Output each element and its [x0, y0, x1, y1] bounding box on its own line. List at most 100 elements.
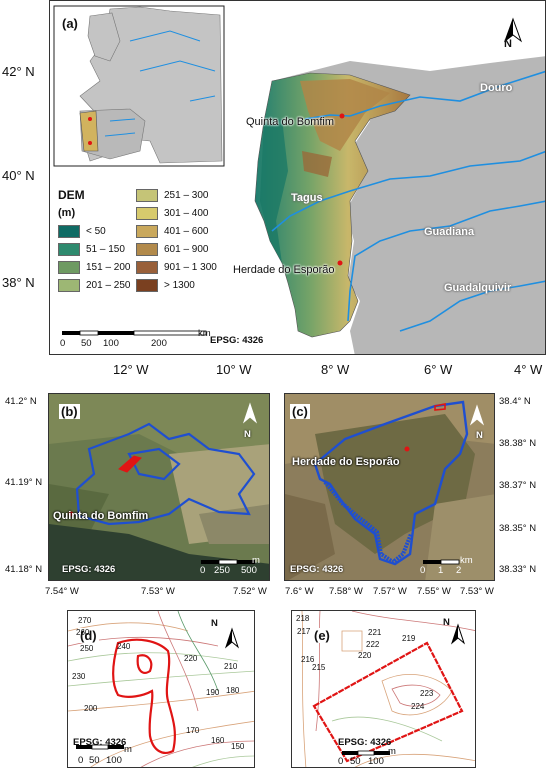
panel-d-epsg: EPSG: 4326 [73, 737, 127, 748]
europe-inset-britain [87, 12, 121, 62]
panel-e-contour-label: 219 [402, 634, 416, 643]
panel-a-lon-tick: 12° W [113, 362, 149, 377]
douro-river [349, 70, 545, 117]
dem-legend-item: < 50 [58, 225, 106, 238]
panel-e-map-svg [301, 611, 475, 767]
panel-d-contour-label: 150 [231, 742, 245, 751]
panel-c-scalebar [423, 559, 460, 565]
spain-land [272, 56, 545, 354]
panel-b-boundary [75, 422, 256, 526]
panel-c-lon-tick: 7.53° W [460, 586, 494, 597]
panel-b-epsg: EPSG: 4326 [62, 564, 116, 575]
panel-c-lat-tick: 38.33° N [499, 564, 537, 575]
panel-c-lon-tick: 7.57° W [373, 586, 407, 597]
dem-legend-item: 301 – 400 [136, 207, 209, 220]
panel-b-site-marker [68, 511, 74, 517]
europe-inset-portugal [79, 110, 99, 152]
esporao-label: Herdade do Esporão [233, 264, 335, 276]
panel-a-lon-tick: 6° W [424, 362, 453, 377]
europe-inset-rivers [104, 30, 216, 137]
panel-a-scale-50: 50 [81, 338, 92, 349]
dem-legend: DEM (m) < 50 51 – 150 151 – 200 201 – 25… [52, 180, 247, 300]
panel-d-map-svg [68, 611, 254, 767]
panel-a-scale-0: 0 [60, 338, 66, 349]
panel-e-letter: (e) [312, 628, 332, 643]
bomfim-marker [339, 113, 345, 119]
panel-a-north-arrow [503, 17, 523, 43]
dem-legend-item: 151 – 200 [58, 261, 131, 274]
panel-b-north: N [244, 429, 251, 440]
panel-e-contour-label: 218 [296, 614, 310, 623]
panel-c-lon-tick: 7.6° W [285, 586, 314, 597]
guadiana-river [347, 200, 545, 322]
panel-e-contour-label: 216 [301, 655, 315, 664]
panel-c-place-label: Herdade do Esporão [292, 456, 400, 468]
panel-c-lat-tick: 38.38° N [499, 438, 537, 449]
panel-a-scale-100: 100 [103, 338, 119, 349]
panel-a-map-svg [53, 5, 545, 354]
panel-d-contour-label: 190 [206, 688, 220, 697]
panel-e-contour-label: 224 [411, 702, 425, 711]
panel-e-contour-label: 222 [366, 640, 380, 649]
panel-d-letter: (d) [78, 628, 99, 643]
dem-legend-unit: (m) [58, 207, 76, 219]
panel-b-scale-500: 500 [241, 565, 257, 576]
panel-b-lon-tick: 7.53° W [141, 586, 175, 597]
esporao-marker [337, 260, 343, 266]
panel-c-reservoir [323, 480, 413, 565]
portugal-lowland-coast [260, 119, 288, 263]
dem-legend-item: 901 – 1 300 [136, 261, 217, 274]
panel-a-lon-tick: 8° W [321, 362, 350, 377]
panel-d-scale-50: 50 [89, 755, 100, 766]
panel-b-scale-unit: m [252, 555, 260, 566]
guadalquivir-label: Guadalquivir [444, 282, 512, 294]
panel-b-scalebar [201, 559, 255, 565]
dem-legend-item: 51 – 150 [58, 243, 125, 256]
panel-d-north: N [211, 618, 218, 629]
bomfim-label: Quinta do Bomfim [246, 116, 335, 128]
panel-e-north-arrow [450, 623, 466, 645]
panel-c-scale-0: 0 [420, 565, 426, 576]
panel-d-scale-0: 0 [78, 755, 84, 766]
panel-a-epsg: EPSG: 4326 [210, 335, 264, 346]
panel-b-letter: (b) [59, 404, 80, 419]
panel-a-letter: (a) [60, 16, 80, 31]
panel-c-letter: (c) [290, 404, 310, 419]
panel-a-scalebar [62, 330, 207, 336]
panel-a-overview-map [49, 0, 546, 355]
panel-a-lon-tick: 4° W [514, 362, 543, 377]
panel-b-douro-water [49, 524, 269, 580]
guadiana-label: Guadiana [424, 226, 475, 238]
panel-e-north: N [443, 617, 450, 628]
panel-b-lat-tick: 41.18° N [5, 564, 43, 575]
panel-c-scale-unit: km [460, 555, 473, 566]
panel-a-lat-tick: 40° N [2, 168, 35, 183]
tagus-label: Tagus [291, 192, 323, 204]
panel-b-north-arrow [242, 402, 258, 424]
europe-inset-site-1 [88, 117, 92, 121]
panel-e-contour-label: 215 [312, 663, 326, 672]
tagus-river [271, 150, 545, 232]
dem-legend-item: 601 – 900 [136, 243, 209, 256]
panel-d-scale-unit: m [124, 744, 132, 755]
panel-d-contour-label: 210 [224, 662, 238, 671]
panel-e-scalebar [342, 750, 390, 756]
panel-d-contour-label: 250 [80, 644, 94, 653]
panel-c-map-svg [285, 394, 494, 580]
panel-c-site-marker [404, 446, 410, 452]
panel-d-plot [112, 638, 176, 754]
panel-b-scale-250: 250 [214, 565, 230, 576]
panel-e-scale-0: 0 [338, 756, 344, 767]
panel-d-contour-label: 270 [78, 616, 92, 625]
panel-c-lat-tick: 38.4° N [499, 396, 531, 407]
panel-c-plot [434, 403, 446, 411]
guadalquivir-river [399, 280, 545, 332]
dem-legend-item: 251 – 300 [136, 189, 209, 202]
panel-c-lat-tick: 38.35° N [499, 523, 537, 534]
panel-b-scale-0: 0 [200, 565, 206, 576]
panel-b-lat-tick: 41.19° N [5, 477, 43, 488]
panel-c-lon-tick: 7.58° W [329, 586, 363, 597]
panel-d-contour-label: 220 [184, 654, 198, 663]
dem-legend-item: > 1300 [136, 279, 195, 292]
panel-c-lon-tick: 7.55° W [417, 586, 451, 597]
